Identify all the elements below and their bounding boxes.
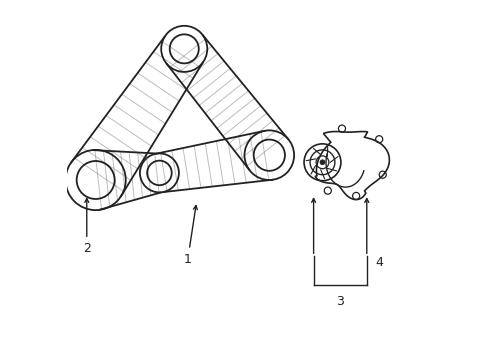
Text: 2: 2 bbox=[82, 198, 91, 255]
Text: 1: 1 bbox=[183, 206, 197, 266]
Text: 4: 4 bbox=[375, 256, 383, 269]
Circle shape bbox=[319, 160, 325, 165]
Text: 3: 3 bbox=[336, 295, 344, 308]
